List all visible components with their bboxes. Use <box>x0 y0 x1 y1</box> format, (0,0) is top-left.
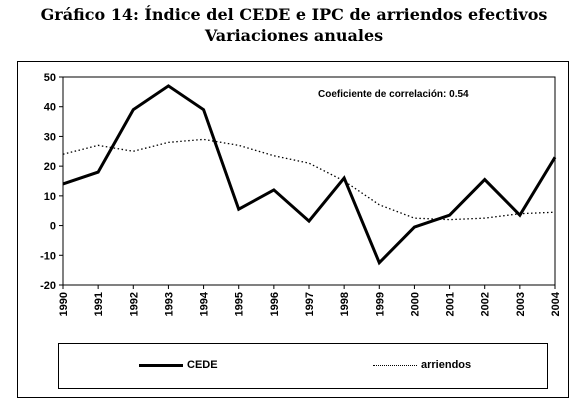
y-axis: -20 -10 0 10 20 30 40 50 <box>40 72 63 292</box>
x-tick-label: 1998 <box>339 292 351 316</box>
x-tick-label: 1997 <box>304 292 316 316</box>
chart-frame <box>17 61 569 398</box>
y-tick-label: 0 <box>50 221 56 233</box>
legend: CEDE arriendos <box>58 343 548 389</box>
x-tick-label: 1990 <box>58 292 70 316</box>
chart-title: Gráfico 14: Índice del CEDE e IPC de arr… <box>0 4 588 46</box>
chart-title-line-1: Gráfico 14: Índice del CEDE e IPC de arr… <box>40 5 548 24</box>
y-tick-label: 10 <box>44 191 56 203</box>
x-tick-label: 2003 <box>515 292 527 316</box>
y-tick-label: -20 <box>40 280 56 292</box>
legend-label-cede: CEDE <box>187 359 218 371</box>
legend-swatch-arriendos <box>373 364 417 366</box>
series-line-cede <box>62 84 557 266</box>
x-tick-label: 1991 <box>93 292 105 316</box>
series-group <box>62 84 557 266</box>
x-tick-label: 2001 <box>445 292 457 316</box>
x-tick-label: 1995 <box>234 292 246 316</box>
x-tick-label: 2000 <box>409 292 421 316</box>
legend-swatch-cede <box>139 363 183 367</box>
correlation-annotation: Coeficiente de correlación: 0.54 <box>318 89 469 100</box>
legend-item-arriendos: arriendos <box>373 359 471 371</box>
x-tick-label: 1994 <box>199 291 211 316</box>
legend-item-cede: CEDE <box>139 359 218 371</box>
y-tick-label: 40 <box>44 102 56 114</box>
x-tick-label: 1996 <box>269 292 281 316</box>
x-axis: 1990 1991 1992 1993 1994 1995 1996 1997 1998 1999… <box>58 285 562 316</box>
x-tick-label: 2002 <box>480 292 492 316</box>
x-tick-label: 1999 <box>374 292 386 316</box>
x-tick-label: 2004 <box>550 291 562 316</box>
x-tick-label: 1992 <box>128 292 140 316</box>
series-line-arriendos <box>62 138 556 221</box>
y-tick-label: -10 <box>40 250 56 262</box>
legend-label-arriendos: arriendos <box>421 359 472 371</box>
x-tick-label: 1993 <box>163 292 175 316</box>
y-tick-label: 50 <box>44 72 56 84</box>
chart-title-line-2: Variaciones anuales <box>204 26 384 45</box>
y-tick-label: 20 <box>44 161 56 173</box>
y-tick-label: 30 <box>44 131 56 143</box>
